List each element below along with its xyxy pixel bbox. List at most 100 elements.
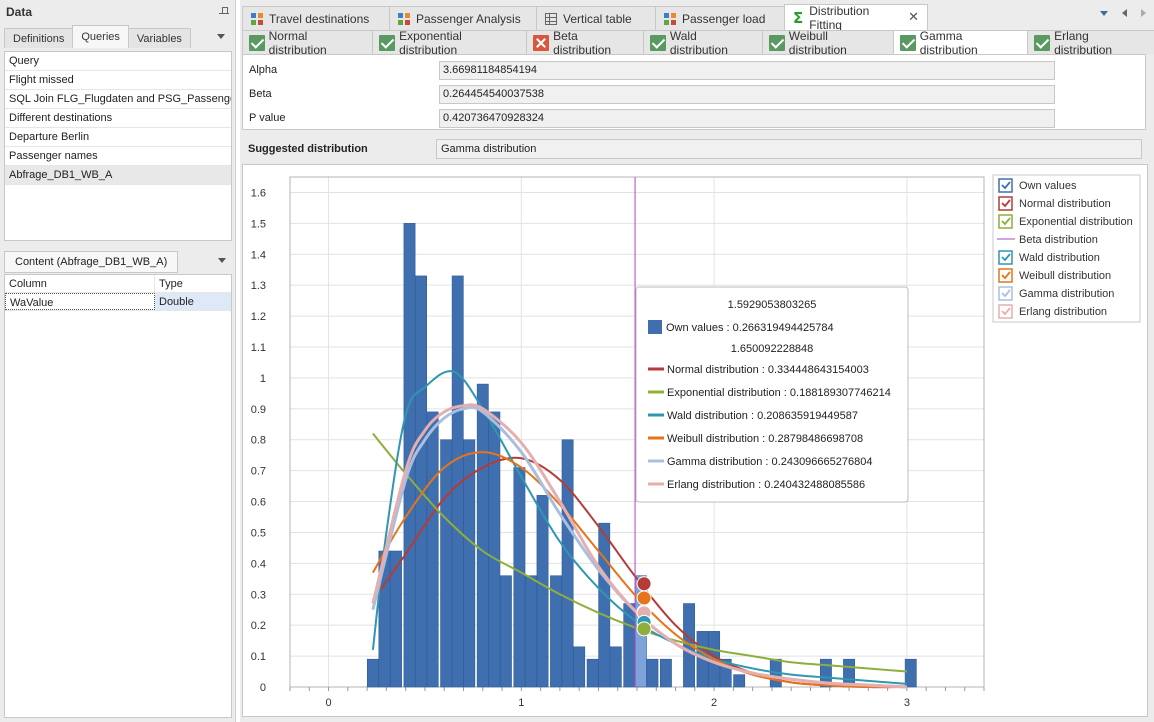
alpha-label: Alpha <box>249 64 278 76</box>
y-tick-label: 0.9 <box>251 404 266 416</box>
check-icon <box>249 34 265 51</box>
histogram-bar <box>463 439 476 688</box>
histogram-bar <box>513 467 526 688</box>
legend-check-icon <box>1001 271 1011 280</box>
tooltip-own-values: Own values : 0.266319494425784 <box>666 322 834 334</box>
table-cell-column[interactable]: WaValue <box>5 293 155 310</box>
tab-weibull-distribution[interactable]: Weibull distribution <box>762 28 895 57</box>
legend-label: Normal distribution <box>1019 198 1111 210</box>
tab-label: Weibull distribution <box>788 28 847 57</box>
main-area: Travel destinations Passenger Analysis V… <box>240 0 1154 722</box>
tab-definitions[interactable]: Definitions <box>4 28 74 48</box>
table-header: Column Type <box>5 275 231 293</box>
list-item[interactable]: Different destinations <box>5 109 231 128</box>
histogram-bar <box>733 674 746 688</box>
check-icon <box>1034 34 1051 51</box>
suggested-distribution-field[interactable]: Gamma distribution <box>436 139 1142 159</box>
chevron-down-icon[interactable] <box>218 258 226 263</box>
crosshair-marker <box>636 621 652 637</box>
data-panel-title: Data <box>6 5 33 19</box>
suggested-distribution-label: Suggested distribution <box>248 143 368 155</box>
list-item[interactable]: Departure Berlin <box>5 128 231 147</box>
tab-wald-distribution[interactable]: Wald distribution <box>643 28 764 57</box>
query-list: Query Flight missed SQL Join FLG_Flugdat… <box>4 51 232 241</box>
list-item[interactable]: Abfrage_DB1_WB_A <box>5 166 231 185</box>
histogram-bar <box>646 658 659 688</box>
grid-icon <box>664 12 676 25</box>
tab-label: Distribution Fitting <box>809 3 870 32</box>
legend-check-icon <box>1001 199 1011 208</box>
alpha-field[interactable]: 3.66981184854194 <box>439 61 1055 80</box>
histogram-bar <box>440 439 453 688</box>
y-tick-label: 0.6 <box>251 497 266 509</box>
histogram-bar <box>525 575 537 688</box>
chevron-right-icon[interactable] <box>1141 9 1146 17</box>
histogram-bar <box>904 658 917 688</box>
tooltip-swatch <box>648 320 662 334</box>
histogram-bar <box>586 658 599 688</box>
tab-exponential-distribution[interactable]: Exponential distribution <box>372 29 528 57</box>
histogram-bar <box>499 575 512 688</box>
legend-checkbox <box>998 250 1013 265</box>
y-tick-label: 0.7 <box>251 466 266 478</box>
content-tab-row: Content (Abfrage_DB1_WB_A) <box>4 251 232 273</box>
check-icon <box>769 34 785 51</box>
tab-label: Vertical table <box>563 11 632 26</box>
legend-label: Own values <box>1019 180 1077 192</box>
close-icon[interactable]: ✕ <box>908 10 919 25</box>
legend-checkbox <box>998 196 1013 211</box>
legend-check-icon <box>1001 181 1011 190</box>
tab-passenger-load[interactable]: Passenger load <box>655 6 785 30</box>
legend-checkbox <box>998 214 1013 229</box>
param-row-beta: Beta 0.264454540037538 <box>243 85 1145 105</box>
tab-label: Wald distribution <box>669 28 728 57</box>
tooltip-subheader: 1.650092228848 <box>731 343 814 355</box>
y-tick-label: 0 <box>260 682 266 694</box>
tab-travel-destinations[interactable]: Travel destinations <box>242 6 390 30</box>
tab-beta-distribution[interactable]: Beta distribution <box>526 29 645 57</box>
tooltip-header: 1.5929053803265 <box>728 299 817 311</box>
document-tabs: Travel destinations Passenger Analysis V… <box>242 3 928 32</box>
p-value-field[interactable]: 0.420736470928324 <box>439 109 1055 128</box>
distribution-chart[interactable]: 0 0.1 0.2 0.3 0.4 0.5 0.6 0.7 0.8 0.9 1 1.1 1.2 1.3 1.… <box>243 165 1147 716</box>
list-item[interactable]: Passenger names <box>5 147 231 166</box>
legend-label: Erlang distribution <box>1019 306 1107 318</box>
tab-variables[interactable]: Variables <box>127 28 191 48</box>
table-row[interactable]: WaValue Double <box>5 293 231 311</box>
chevron-down-icon[interactable] <box>1100 11 1108 16</box>
grid-icon <box>251 12 263 25</box>
legend-check-icon <box>1001 307 1011 316</box>
tab-navigation <box>1100 8 1146 17</box>
check-icon <box>900 34 916 51</box>
legend-label: Gamma distribution <box>1019 288 1114 300</box>
table-cell-type[interactable]: Double <box>159 296 194 308</box>
tab-gamma-distribution[interactable]: Gamma distribution <box>893 29 1029 57</box>
erlang-distribution-line <box>371 403 907 689</box>
pin-icon[interactable] <box>219 7 229 17</box>
data-panel: Data Definitions Queries Variables Query… <box>0 0 236 722</box>
chevron-down-icon[interactable] <box>217 34 225 39</box>
tooltip-entry: Gamma distribution : 0.243096665276804 <box>667 456 872 468</box>
tab-passenger-analysis[interactable]: Passenger Analysis <box>389 6 537 30</box>
beta-field[interactable]: 0.264454540037538 <box>439 85 1055 104</box>
tooltip-entry: Normal distribution : 0.334448643154003 <box>667 364 869 376</box>
tab-vertical-table[interactable]: Vertical table <box>536 6 656 30</box>
legend-checkbox <box>998 286 1013 301</box>
histogram-bar <box>598 522 611 688</box>
tab-distribution-fitting[interactable]: Σ Distribution Fitting ✕ <box>784 3 928 32</box>
list-item[interactable]: Flight missed <box>5 71 231 90</box>
tab-erlang-distribution[interactable]: Erlang distribution <box>1027 29 1154 57</box>
column-header[interactable]: Column <box>5 275 155 292</box>
tab-normal-distribution[interactable]: Normal distribution <box>242 28 374 57</box>
list-item[interactable]: SQL Join FLG_Flugdaten and PSG_Passenger… <box>5 90 231 109</box>
chevron-left-icon[interactable] <box>1122 9 1127 17</box>
param-row-alpha: Alpha 3.66981184854194 <box>243 61 1145 81</box>
tab-content[interactable]: Content (Abfrage_DB1_WB_A) <box>4 251 179 273</box>
legend-check-icon <box>1001 289 1011 298</box>
y-tick-label: 0.4 <box>251 558 266 570</box>
type-header[interactable]: Type <box>159 278 183 290</box>
tab-queries[interactable]: Queries <box>72 25 129 48</box>
tab-label: Normal distribution <box>268 28 327 57</box>
y-tick-label: 1.2 <box>251 311 266 323</box>
y-tick-label: 1.6 <box>251 187 266 199</box>
